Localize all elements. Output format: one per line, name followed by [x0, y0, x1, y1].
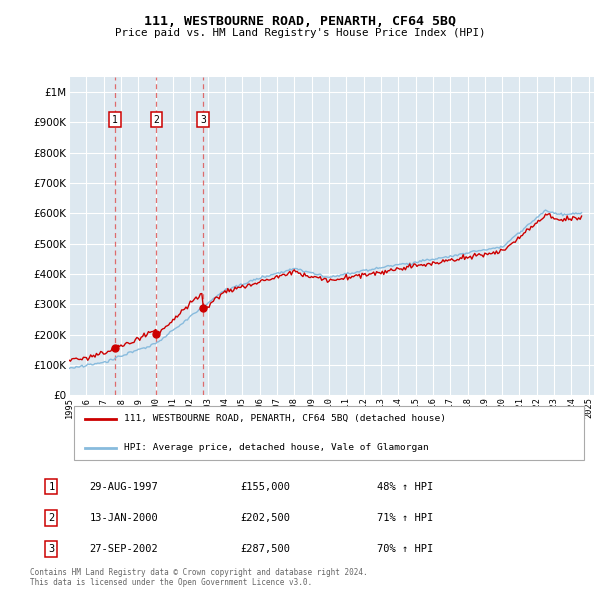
Text: £287,500: £287,500 — [241, 544, 290, 554]
Text: 1: 1 — [112, 114, 118, 124]
Text: 13-JAN-2000: 13-JAN-2000 — [89, 513, 158, 523]
Text: 2: 2 — [48, 513, 55, 523]
Text: 27-SEP-2002: 27-SEP-2002 — [89, 544, 158, 554]
FancyBboxPatch shape — [74, 405, 583, 460]
Text: 111, WESTBOURNE ROAD, PENARTH, CF64 5BQ (detached house): 111, WESTBOURNE ROAD, PENARTH, CF64 5BQ … — [124, 414, 446, 423]
Text: 3: 3 — [200, 114, 206, 124]
Text: £202,500: £202,500 — [241, 513, 290, 523]
Text: £155,000: £155,000 — [241, 481, 290, 491]
Text: 2: 2 — [154, 114, 159, 124]
Text: Price paid vs. HM Land Registry's House Price Index (HPI): Price paid vs. HM Land Registry's House … — [115, 28, 485, 38]
Text: 29-AUG-1997: 29-AUG-1997 — [89, 481, 158, 491]
Text: HPI: Average price, detached house, Vale of Glamorgan: HPI: Average price, detached house, Vale… — [124, 443, 429, 452]
Text: 111, WESTBOURNE ROAD, PENARTH, CF64 5BQ: 111, WESTBOURNE ROAD, PENARTH, CF64 5BQ — [144, 15, 456, 28]
Text: 1: 1 — [48, 481, 55, 491]
Text: 70% ↑ HPI: 70% ↑ HPI — [377, 544, 434, 554]
Text: Contains HM Land Registry data © Crown copyright and database right 2024.
This d: Contains HM Land Registry data © Crown c… — [30, 568, 368, 587]
Text: 48% ↑ HPI: 48% ↑ HPI — [377, 481, 434, 491]
Text: 3: 3 — [48, 544, 55, 554]
Text: 71% ↑ HPI: 71% ↑ HPI — [377, 513, 434, 523]
